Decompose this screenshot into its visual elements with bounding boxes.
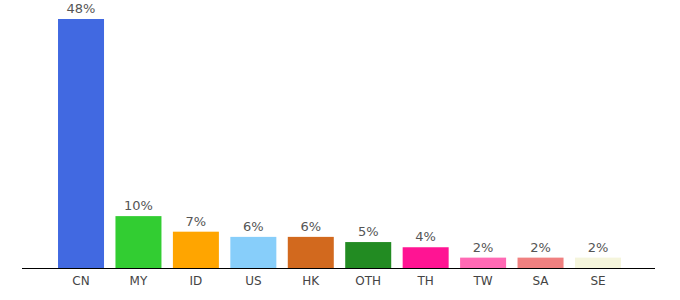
bar — [518, 258, 564, 268]
data-label: 7% — [186, 214, 207, 229]
data-label: 2% — [588, 240, 609, 255]
chart-container: 48% CN 10% MY 7% ID 6% US 6% HK 5% OTH 4% TH 2% TW 2% SA 2… — [0, 0, 680, 300]
data-label: 48% — [67, 1, 96, 16]
bar — [115, 216, 161, 268]
bar — [173, 232, 219, 268]
bars — [58, 19, 621, 268]
bar — [345, 242, 391, 268]
bar — [58, 19, 104, 268]
data-label: 5% — [358, 224, 379, 239]
bar — [288, 237, 334, 268]
category-label: SE — [590, 274, 605, 288]
category-label: OTH — [355, 274, 381, 288]
category-label: TH — [416, 274, 433, 288]
category-label: SA — [533, 274, 550, 288]
x-axis-line — [22, 268, 655, 269]
category-label: CN — [72, 274, 89, 288]
data-label: 10% — [124, 198, 153, 213]
chart-svg: 48% CN 10% MY 7% ID 6% US 6% HK 5% OTH 4% TH 2% TW 2% SA 2… — [0, 0, 680, 300]
data-label: 4% — [415, 229, 436, 244]
bar — [403, 247, 449, 268]
bar — [460, 258, 506, 268]
labels: 48% CN 10% MY 7% ID 6% US 6% HK 5% OTH 4% TH 2% TW 2% SA 2… — [67, 1, 609, 288]
data-label: 6% — [300, 219, 321, 234]
bar — [575, 258, 621, 268]
bar — [230, 237, 276, 268]
category-label: US — [245, 274, 261, 288]
data-label: 2% — [530, 240, 551, 255]
category-label: ID — [190, 274, 203, 288]
category-label: HK — [302, 274, 320, 288]
data-label: 2% — [473, 240, 494, 255]
category-label: MY — [130, 274, 148, 288]
data-label: 6% — [243, 219, 264, 234]
category-label: TW — [472, 274, 492, 288]
